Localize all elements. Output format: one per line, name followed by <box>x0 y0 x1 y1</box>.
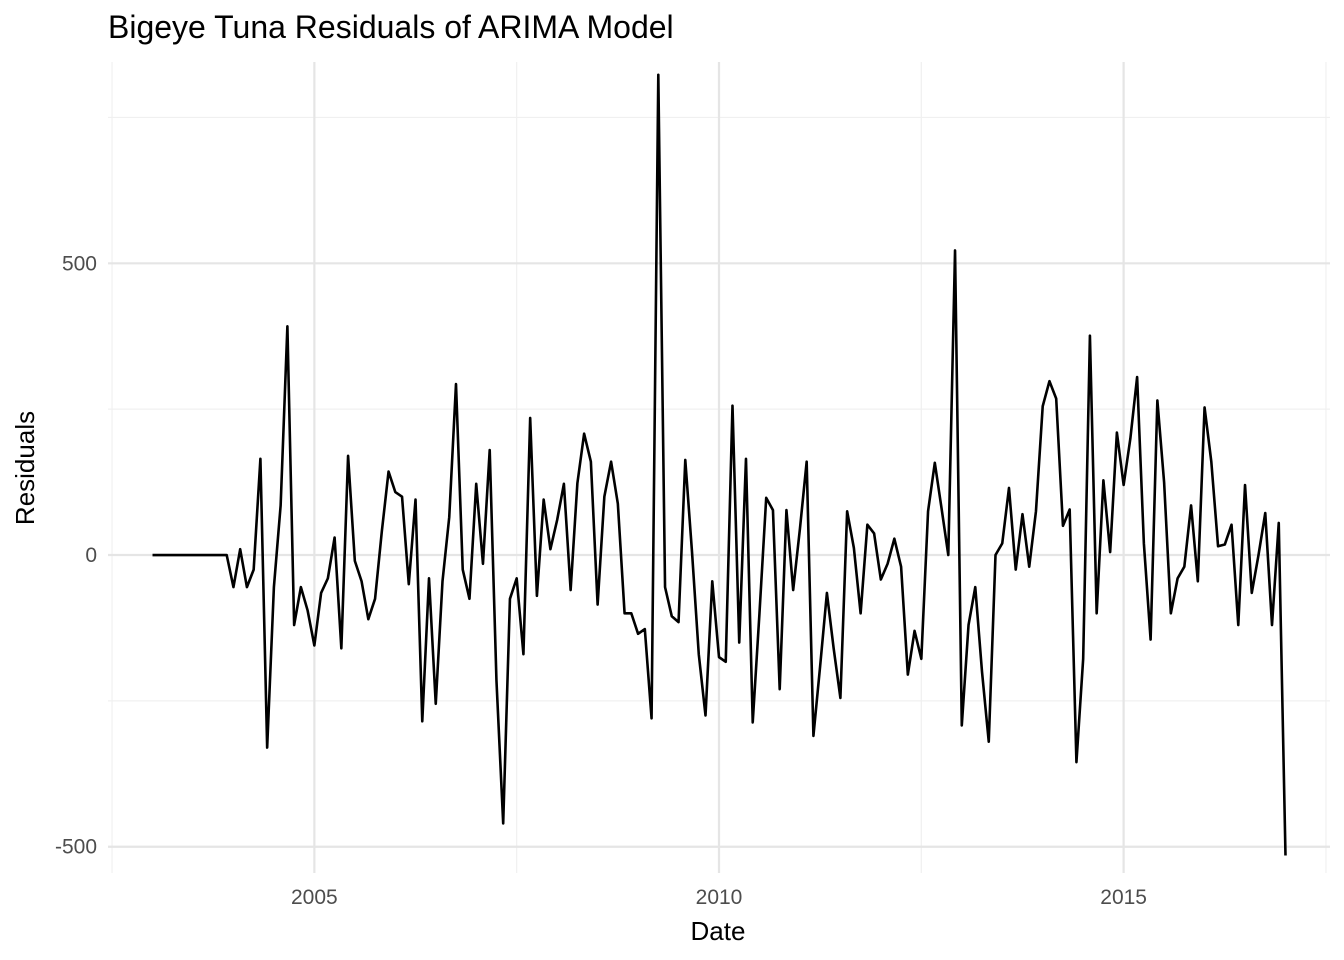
major-gridlines-x <box>313 62 1125 873</box>
x-axis-ticks: 2005 2010 2015 <box>291 886 1147 909</box>
residuals-series-line <box>152 73 1287 856</box>
y-tick-label: -500 <box>55 836 97 859</box>
major-gridlines-y <box>108 262 1330 848</box>
y-axis-ticks: -500 0 500 <box>55 252 97 858</box>
chart-title: Bigeye Tuna Residuals of ARIMA Model <box>108 9 674 45</box>
x-tick-label: 2015 <box>1100 886 1147 909</box>
y-tick-label: 0 <box>85 544 97 567</box>
minor-gridlines-x <box>111 62 1327 873</box>
x-tick-label: 2010 <box>696 886 743 909</box>
x-axis-title: Date <box>691 916 746 946</box>
series-group <box>152 73 1287 856</box>
y-tick-label: 500 <box>62 252 97 275</box>
y-axis-title: Residuals <box>10 411 40 525</box>
x-tick-label: 2005 <box>291 886 338 909</box>
